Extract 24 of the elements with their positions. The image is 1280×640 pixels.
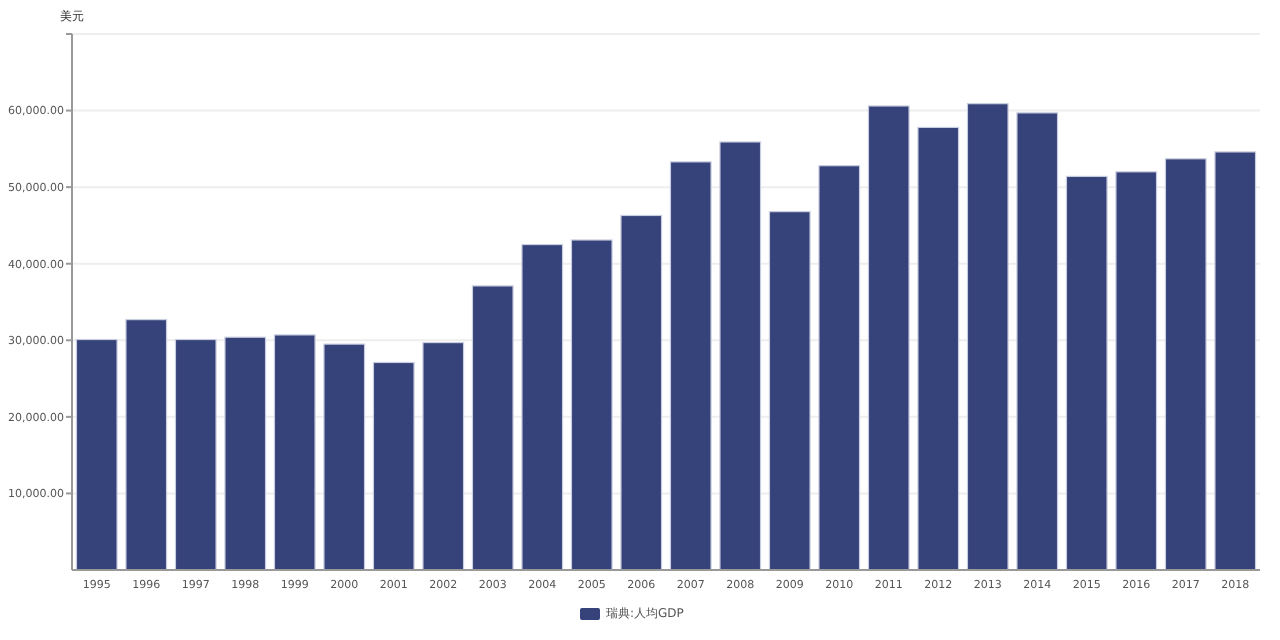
bar <box>1214 151 1257 571</box>
bar <box>1065 175 1108 571</box>
bar <box>1016 112 1059 571</box>
bar <box>768 211 811 571</box>
bar <box>917 126 960 571</box>
bar <box>521 243 564 571</box>
bar <box>570 239 613 571</box>
bar <box>174 338 217 571</box>
bar <box>471 285 514 571</box>
bar <box>372 361 415 571</box>
bar <box>620 214 663 571</box>
bar <box>966 103 1009 571</box>
bar <box>867 105 910 571</box>
bar <box>422 341 465 571</box>
bar <box>719 141 762 571</box>
bar <box>1164 158 1207 571</box>
bar <box>669 161 712 571</box>
bar <box>75 338 118 571</box>
bar <box>1115 171 1158 571</box>
bar <box>818 165 861 571</box>
bar <box>323 343 366 571</box>
bar <box>224 336 267 571</box>
bar <box>125 319 168 571</box>
bar <box>273 334 316 571</box>
